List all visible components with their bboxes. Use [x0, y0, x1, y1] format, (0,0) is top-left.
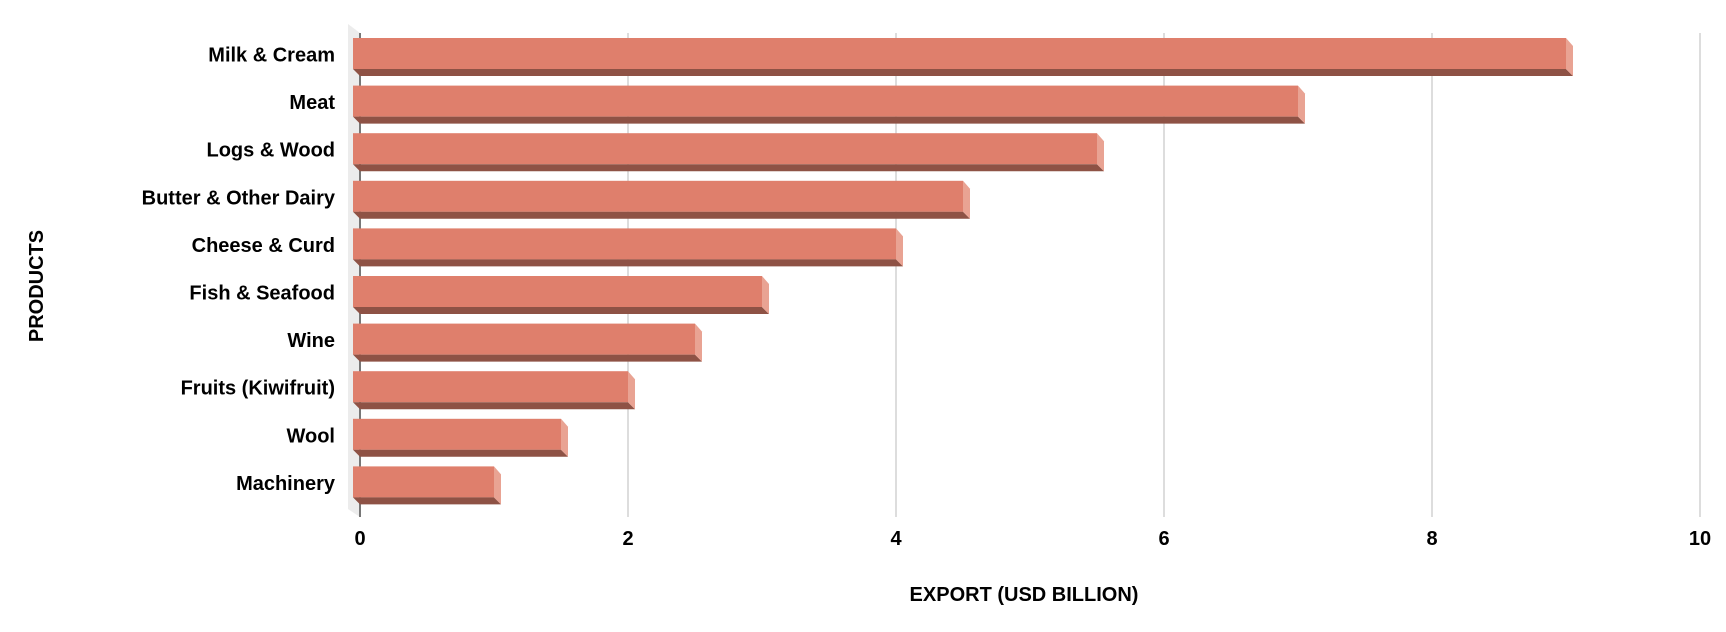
bar-shadow — [353, 497, 501, 505]
x-tick-label: 10 — [1689, 528, 1711, 550]
bar-side — [896, 228, 903, 267]
bar-shadow — [353, 402, 635, 410]
bar — [353, 276, 769, 314]
x-tick-label: 8 — [1426, 528, 1437, 550]
x-tick-label: 0 — [354, 528, 365, 550]
bar-side — [963, 180, 970, 219]
category-label: Logs & Wood — [207, 140, 336, 162]
bar-face — [353, 180, 963, 212]
bar-face — [353, 133, 1097, 165]
bar-side — [1097, 133, 1104, 172]
bar-face — [353, 85, 1298, 117]
bar-shadow — [353, 164, 1104, 172]
x-axis-title: EXPORT (USD BILLION) — [910, 584, 1139, 606]
category-label: Fruits (Kiwifruit) — [181, 378, 335, 400]
x-tick-label: 4 — [890, 528, 902, 550]
bar — [353, 180, 970, 219]
bar-shadow — [353, 259, 903, 267]
category-labels: Milk & Cream Meat Logs & Wood Butter & Othe… — [142, 45, 336, 495]
bar — [353, 85, 1305, 124]
bar — [353, 133, 1104, 172]
bar-face — [353, 276, 762, 307]
category-label: Wool — [286, 425, 335, 447]
y-axis-title: PRODUCTS — [26, 230, 48, 342]
bar-face — [353, 228, 896, 260]
category-label: Milk & Cream — [208, 45, 335, 67]
bar-side — [695, 323, 702, 362]
bars — [353, 38, 1573, 505]
category-label: Butter & Other Dairy — [142, 187, 336, 209]
bar — [353, 228, 903, 267]
category-label: Wine — [287, 330, 335, 352]
bar — [353, 418, 568, 457]
category-label: Cheese & Curd — [192, 235, 335, 257]
category-label: Meat — [289, 92, 335, 114]
bar-face — [353, 466, 494, 498]
bar-shadow — [353, 116, 1305, 124]
category-label: Fish & Seafood — [189, 283, 335, 305]
bar-shadow — [353, 354, 702, 362]
bar-side — [1298, 85, 1305, 124]
bar — [353, 466, 501, 505]
x-tick-labels: 0 2 4 6 8 10 — [354, 528, 1711, 550]
bar-shadow — [353, 449, 568, 457]
category-label: Machinery — [236, 473, 336, 495]
bar-side — [1566, 38, 1573, 76]
bar — [353, 371, 635, 410]
x-tick-label: 2 — [622, 528, 633, 550]
bar — [353, 323, 702, 362]
bar-shadow — [353, 211, 970, 219]
bar-side — [494, 466, 501, 505]
bar — [353, 38, 1573, 76]
bar-side — [561, 418, 568, 457]
bar-shadow — [353, 69, 1573, 76]
bar-side — [628, 371, 635, 410]
bar-face — [353, 418, 561, 450]
bar-side — [762, 276, 769, 314]
bar-face — [353, 38, 1566, 69]
bar-shadow — [353, 307, 769, 314]
x-tick-label: 6 — [1158, 528, 1169, 550]
bar-face — [353, 323, 695, 355]
bar-face — [353, 371, 628, 403]
